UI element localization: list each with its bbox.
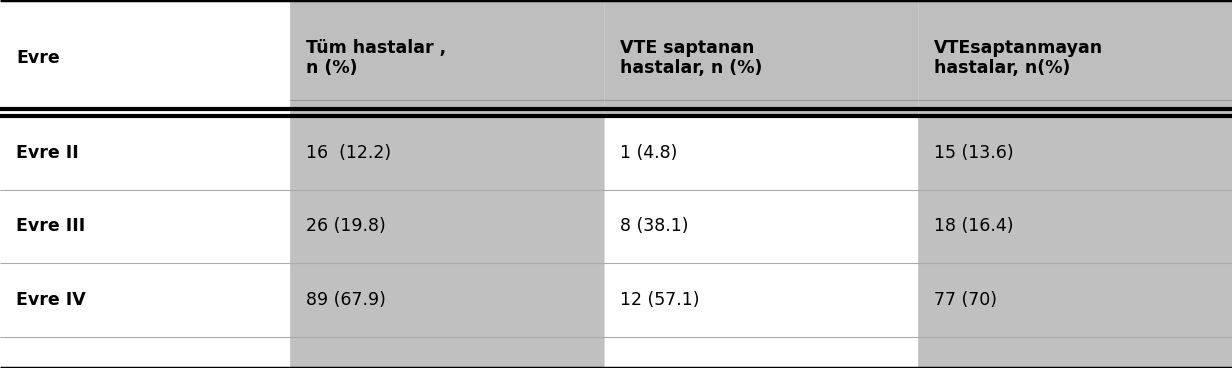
- Bar: [918, 116, 1232, 190]
- Text: 16  (12.2): 16 (12.2): [306, 144, 391, 162]
- Bar: [918, 263, 1232, 337]
- Bar: [0, 190, 290, 263]
- Bar: [290, 190, 604, 263]
- Bar: [918, 190, 1232, 263]
- Bar: [604, 190, 918, 263]
- Bar: [918, 337, 1232, 368]
- Bar: [604, 337, 918, 368]
- Text: 18 (16.4): 18 (16.4): [934, 217, 1014, 235]
- Text: 15 (13.6): 15 (13.6): [934, 144, 1014, 162]
- Text: Evre: Evre: [16, 49, 60, 67]
- Text: Evre IV: Evre IV: [16, 291, 86, 309]
- Bar: [604, 0, 918, 116]
- Text: Evre II: Evre II: [16, 144, 79, 162]
- Bar: [0, 337, 290, 368]
- Text: 77 (70): 77 (70): [934, 291, 997, 309]
- Text: 8 (38.1): 8 (38.1): [620, 217, 689, 235]
- Text: 89 (67.9): 89 (67.9): [306, 291, 386, 309]
- Bar: [918, 0, 1232, 116]
- Bar: [290, 263, 604, 337]
- Bar: [290, 116, 604, 190]
- Text: Evre III: Evre III: [16, 217, 85, 235]
- Bar: [290, 337, 604, 368]
- Bar: [604, 116, 918, 190]
- Text: VTE saptanan
hastalar, n (%): VTE saptanan hastalar, n (%): [620, 39, 763, 77]
- Text: VTEsaptanmayan
hastalar, n(%): VTEsaptanmayan hastalar, n(%): [934, 39, 1103, 77]
- Text: 1 (4.8): 1 (4.8): [620, 144, 678, 162]
- Bar: [604, 263, 918, 337]
- Bar: [0, 0, 290, 116]
- Text: 12 (57.1): 12 (57.1): [620, 291, 700, 309]
- Bar: [0, 116, 290, 190]
- Bar: [0, 263, 290, 337]
- Text: Tüm hastalar ,
n (%): Tüm hastalar , n (%): [306, 39, 446, 77]
- Text: 26 (19.8): 26 (19.8): [306, 217, 386, 235]
- Bar: [290, 0, 604, 116]
